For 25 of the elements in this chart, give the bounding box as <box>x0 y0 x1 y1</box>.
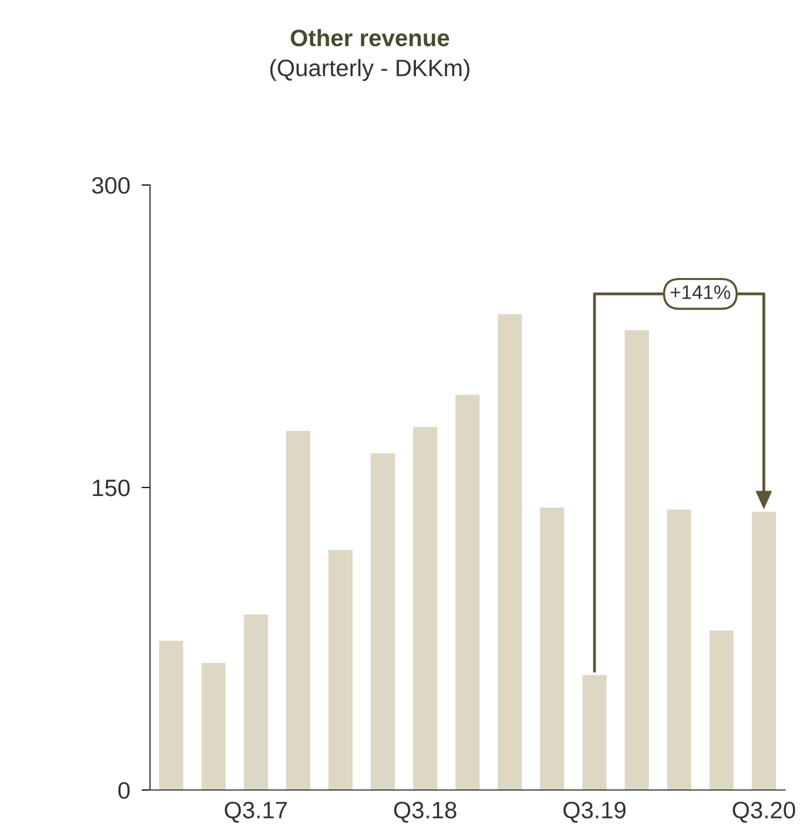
bar <box>159 640 184 790</box>
bar <box>540 508 564 790</box>
x-tick-label: Q3.17 <box>224 802 287 823</box>
bar <box>667 510 692 790</box>
x-tick-label: Q3.18 <box>394 802 456 823</box>
y-tick-label: 0 <box>118 782 130 799</box>
x-tick-label: Q3.19 <box>563 802 626 823</box>
bar <box>709 630 734 790</box>
annotation: +141% <box>670 285 730 300</box>
bar <box>201 662 226 790</box>
x-tick-label: Q3.20 <box>732 802 796 823</box>
chart-title: Other revenue <box>290 28 450 46</box>
bar <box>413 427 438 790</box>
bar <box>328 550 353 790</box>
bar <box>752 512 776 790</box>
y-tick-label: 150 <box>92 480 130 496</box>
bar <box>455 394 480 790</box>
y-tick-label: 300 <box>92 177 130 194</box>
bar <box>624 330 649 790</box>
chart-subtitle: (Quarterly - DKKm) <box>270 58 470 82</box>
bar <box>582 675 607 790</box>
bar <box>370 453 395 790</box>
bar <box>498 314 522 790</box>
bar <box>286 431 310 790</box>
bar <box>244 614 268 790</box>
